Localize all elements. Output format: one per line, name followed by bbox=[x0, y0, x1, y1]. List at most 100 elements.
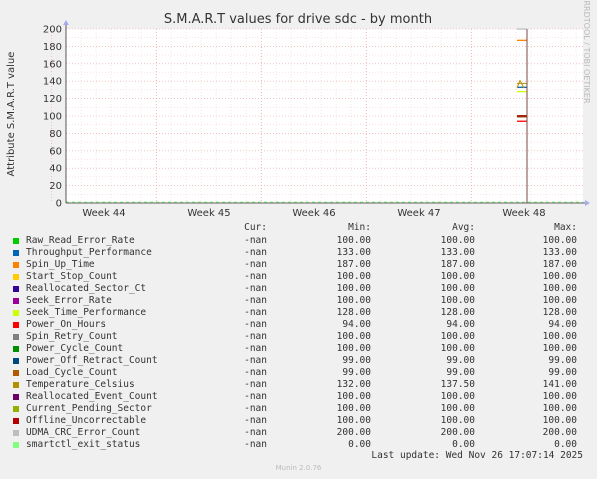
legend-max-value: 100.00 bbox=[542, 331, 577, 342]
legend-min-value: 100.00 bbox=[336, 415, 371, 426]
legend-series-name: Start_Stop_Count bbox=[26, 271, 118, 282]
legend-swatch bbox=[13, 394, 19, 400]
legend-avg-value: 100.00 bbox=[440, 403, 475, 414]
legend-row: Spin_Up_Time -nan 187.00 187.00 187.00 bbox=[12, 259, 584, 271]
legend-swatch bbox=[13, 370, 19, 376]
y-tick-label: 160 bbox=[43, 59, 62, 70]
legend-series-name: Current_Pending_Sector bbox=[26, 403, 152, 414]
legend-avg-value: 94.00 bbox=[446, 319, 475, 330]
legend-series-name: Raw_Read_Error_Rate bbox=[26, 235, 135, 246]
legend-header-avg: Avg: bbox=[452, 222, 475, 233]
legend-min-value: 187.00 bbox=[336, 259, 371, 270]
y-axis-arrow bbox=[63, 20, 69, 25]
legend-cur-value: -nan bbox=[244, 319, 267, 330]
legend-series-name: Reallocated_Sector_Ct bbox=[26, 283, 147, 294]
legend-min-value: 99.00 bbox=[342, 367, 371, 378]
legend-avg-value: 187.00 bbox=[440, 259, 475, 270]
legend-cur-value: -nan bbox=[244, 427, 267, 438]
legend-swatch bbox=[13, 250, 19, 256]
legend-max-value: 100.00 bbox=[542, 235, 577, 246]
x-tick-label: Week 46 bbox=[292, 208, 335, 219]
legend-row: Seek_Error_Rate -nan 100.00 100.00 100.00 bbox=[12, 295, 584, 307]
last-update: Last update: Wed Nov 26 17:07:14 2025 bbox=[371, 450, 583, 461]
legend-series-name: Seek_Time_Performance bbox=[26, 307, 147, 318]
y-tick-label: 40 bbox=[49, 164, 62, 175]
legend-row: Power_Cycle_Count -nan 100.00 100.00 100.00 bbox=[12, 343, 584, 355]
legend-cur-value: -nan bbox=[244, 355, 267, 366]
munin-version-footer: Munin 2.0.76 bbox=[275, 464, 322, 472]
legend-swatch bbox=[13, 298, 19, 304]
legend-cur-value: -nan bbox=[244, 439, 267, 450]
legend-max-value: 99.00 bbox=[548, 367, 577, 378]
legend-series-name: Temperature_Celsius bbox=[26, 379, 135, 390]
legend-avg-value: 100.00 bbox=[440, 391, 475, 402]
legend-swatch bbox=[13, 418, 19, 424]
legend-cur-value: -nan bbox=[244, 307, 267, 318]
legend-row: Current_Pending_Sector -nan 100.00 100.00 10… bbox=[12, 403, 584, 415]
legend-avg-value: 99.00 bbox=[446, 355, 475, 366]
legend-row: Power_On_Hours -nan 94.00 94.00 94.00 bbox=[12, 319, 584, 331]
legend-max-value: 128.00 bbox=[542, 307, 577, 318]
y-tick-label: 120 bbox=[43, 94, 62, 105]
legend-swatch bbox=[13, 346, 19, 352]
legend-cur-value: -nan bbox=[244, 403, 267, 414]
legend-min-value: 100.00 bbox=[336, 391, 371, 402]
legend-series-name: Throughput_Performance bbox=[26, 247, 152, 258]
legend-cur-value: -nan bbox=[244, 271, 267, 282]
chart-title: S.M.A.R.T values for drive sdc - by mont… bbox=[164, 12, 432, 27]
legend-rows: Raw_Read_Error_Rate -nan 100.00 100.00 100.0… bbox=[12, 235, 584, 451]
legend-series-name: Spin_Up_Time bbox=[26, 259, 95, 270]
legend-cur-value: -nan bbox=[244, 259, 267, 270]
legend-cur-value: -nan bbox=[244, 283, 267, 294]
legend-min-value: 100.00 bbox=[336, 343, 371, 354]
series-layer bbox=[66, 28, 583, 203]
legend-min-value: 100.00 bbox=[336, 403, 371, 414]
legend-avg-value: 0.00 bbox=[452, 439, 475, 450]
legend-cur-value: -nan bbox=[244, 391, 267, 402]
legend-series-name: Seek_Error_Rate bbox=[26, 295, 112, 306]
legend-header-min: Min: bbox=[348, 222, 371, 233]
legend-max-value: 100.00 bbox=[542, 415, 577, 426]
legend-min-value: 128.00 bbox=[336, 307, 371, 318]
x-tick-label: Week 44 bbox=[82, 208, 125, 219]
legend-max-value: 0.00 bbox=[554, 439, 577, 450]
x-axis-arrow bbox=[585, 200, 590, 206]
legend-min-value: 99.00 bbox=[342, 355, 371, 366]
legend-row: Power_Off_Retract_Count -nan 99.00 99.00 99.… bbox=[12, 355, 584, 367]
legend-header-cur: Cur: bbox=[244, 222, 267, 233]
legend-max-value: 141.00 bbox=[542, 379, 577, 390]
legend-min-value: 132.00 bbox=[336, 379, 371, 390]
legend-row: Throughput_Performance -nan 133.00 133.00 13… bbox=[12, 247, 584, 259]
x-tick-label: Week 47 bbox=[397, 208, 440, 219]
legend-avg-value: 100.00 bbox=[440, 271, 475, 282]
y-tick-label: 200 bbox=[43, 25, 62, 36]
legend-series-name: Reallocated_Event_Count bbox=[26, 391, 158, 402]
legend-header-row: Cur: Min: Avg: Max: bbox=[12, 222, 584, 235]
legend-swatch bbox=[13, 334, 19, 340]
legend-max-value: 99.00 bbox=[548, 355, 577, 366]
legend-max-value: 100.00 bbox=[542, 283, 577, 294]
legend-cur-value: -nan bbox=[244, 415, 267, 426]
legend-avg-value: 200.00 bbox=[440, 427, 475, 438]
y-tick-label: 180 bbox=[43, 42, 62, 53]
legend-cur-value: -nan bbox=[244, 343, 267, 354]
legend-cur-value: -nan bbox=[244, 295, 267, 306]
rrdtool-side-label: RRDTOOL / TOBI OETIKER bbox=[582, 0, 591, 103]
legend-max-value: 100.00 bbox=[542, 391, 577, 402]
legend-swatch bbox=[13, 310, 19, 316]
legend-row: Reallocated_Sector_Ct -nan 100.00 100.00 100… bbox=[12, 283, 584, 295]
legend-max-value: 100.00 bbox=[542, 403, 577, 414]
y-axis-label: Attribute S.M.A.R.T value bbox=[6, 52, 17, 177]
legend-min-value: 100.00 bbox=[336, 283, 371, 294]
legend-swatch bbox=[13, 262, 19, 268]
legend-row: Start_Stop_Count -nan 100.00 100.00 100.00 bbox=[12, 271, 584, 283]
legend-series-name: UDMA_CRC_Error_Count bbox=[26, 427, 141, 438]
legend-avg-value: 100.00 bbox=[440, 235, 475, 246]
legend-row: Offline_Uncorrectable -nan 100.00 100.00 100… bbox=[12, 415, 584, 427]
legend-series-name: Load_Cycle_Count bbox=[26, 367, 118, 378]
legend-swatch bbox=[13, 442, 19, 448]
y-tick-label: 140 bbox=[43, 77, 62, 88]
y-tick-label: 0 bbox=[56, 199, 62, 210]
legend-swatch bbox=[13, 286, 19, 292]
